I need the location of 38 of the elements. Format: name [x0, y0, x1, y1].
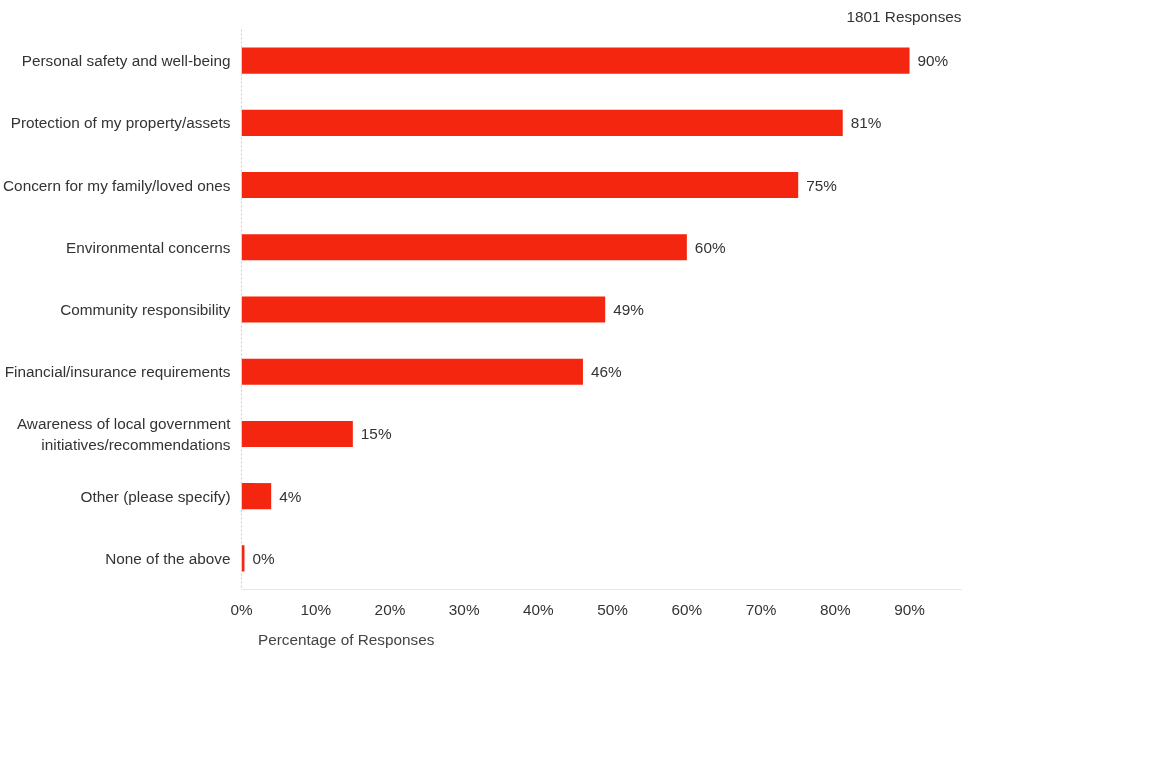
x-tick-label: 40% — [523, 600, 555, 618]
text: Percentage of Responses — [258, 631, 435, 649]
y-tick-label: Protection of my property/assets — [10, 114, 231, 132]
data-label: 81% — [850, 114, 882, 132]
data-label: 46% — [590, 363, 622, 381]
data-label: 60% — [694, 238, 726, 256]
y-tick-label: Other (please specify) — [80, 487, 231, 505]
x-tick-label: 0% — [230, 600, 253, 618]
y-tick-label: Awareness of local government initiatives/recommendations — [16, 415, 232, 453]
data-label: 75% — [806, 176, 838, 194]
bar — [241, 109, 843, 136]
x-tick-label: 10% — [300, 600, 332, 618]
data-label: 49% — [613, 301, 645, 318]
y-tick-label: None of the above — [105, 549, 231, 567]
bar — [241, 483, 272, 510]
x-tick-label: 30% — [448, 600, 480, 618]
x-tick-label: 70% — [745, 600, 777, 618]
bar — [241, 47, 910, 74]
x-tick-label: 90% — [894, 600, 926, 618]
y-tick-label: Financial/insurance requirements — [4, 363, 231, 381]
data-label: 90% — [917, 52, 949, 70]
data-label: 15% — [360, 425, 392, 443]
x-tick-label: 20% — [374, 600, 406, 618]
y-tick-label: Environmental concerns — [66, 238, 231, 256]
x-tick-label: 80% — [819, 600, 852, 618]
bar — [241, 296, 606, 323]
x-tick-label: 60% — [671, 600, 703, 618]
data-label: 0% — [252, 549, 275, 567]
y-tick-label: Concern for my family/loved ones — [3, 176, 231, 194]
bar — [241, 171, 799, 199]
bar — [241, 420, 353, 448]
bar — [241, 234, 687, 261]
chart-subtitle: 1801 Responses — [846, 7, 962, 25]
data-label: 4% — [279, 487, 302, 505]
x-tick-label: 50% — [597, 600, 629, 618]
bar — [241, 358, 583, 385]
y-tick-label: Community responsibility — [60, 301, 231, 318]
y-tick-label: Personal safety and well-being — [21, 52, 231, 70]
